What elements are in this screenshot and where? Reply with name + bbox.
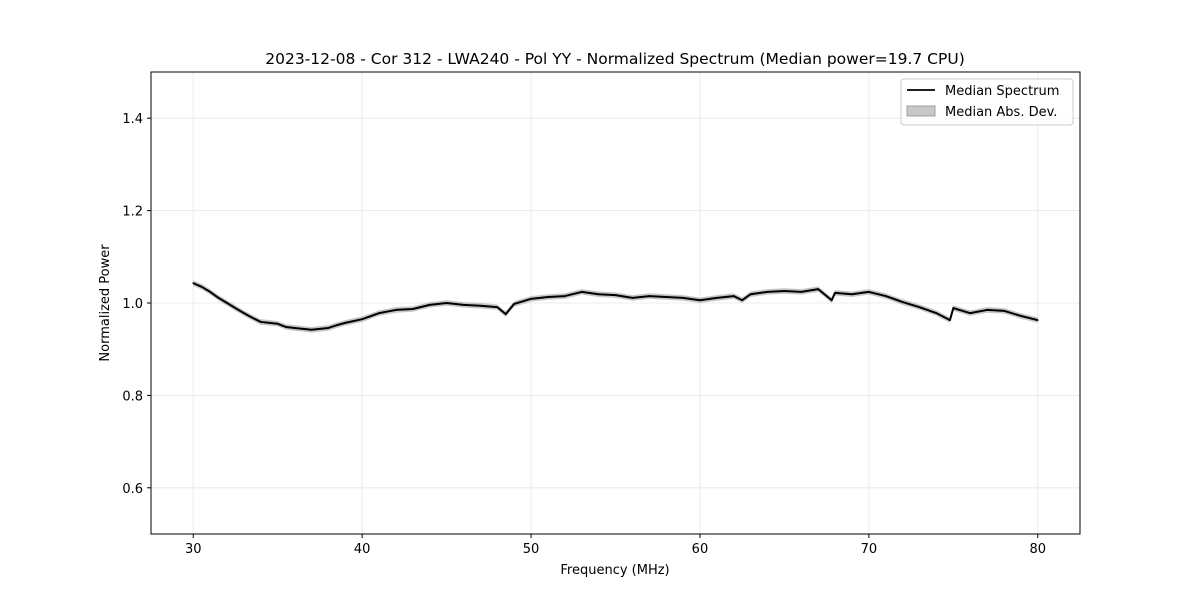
- data-point: [884, 295, 887, 297]
- y-tick-label: 1.0: [122, 297, 143, 312]
- data-point: [868, 291, 870, 293]
- data-point: [918, 306, 921, 308]
- data-point: [817, 288, 819, 290]
- data-point: [1003, 310, 1005, 312]
- data-point: [327, 327, 330, 329]
- legend: Median Spectrum Median Abs. Dev.: [900, 78, 1074, 126]
- data-point: [412, 308, 414, 310]
- data-point: [901, 301, 904, 303]
- y-axis-label: Normalized Power: [98, 244, 113, 362]
- data-point: [462, 304, 465, 306]
- data-point: [969, 312, 972, 314]
- data-point: [949, 319, 951, 321]
- data-point: [699, 299, 701, 302]
- legend-band-swatch: [906, 105, 936, 117]
- data-point: [766, 291, 769, 293]
- data-point: [344, 322, 347, 324]
- data-point: [547, 296, 549, 298]
- data-point: [192, 282, 195, 284]
- y-tick-label: 0.6: [122, 482, 143, 497]
- y-tick-label: 1.4: [122, 112, 143, 127]
- y-tick-label: 0.8: [122, 389, 143, 404]
- data-point: [209, 291, 211, 293]
- data-point: [395, 309, 397, 311]
- data-point: [851, 293, 853, 296]
- data-point: [716, 297, 718, 299]
- data-point: [631, 297, 634, 299]
- data-point: [226, 302, 228, 304]
- x-tick-label: 40: [354, 542, 371, 557]
- data-point: [665, 296, 667, 298]
- data-point: [496, 306, 499, 308]
- median-spectrum-line: [192, 282, 1039, 331]
- data-point: [614, 294, 617, 296]
- data-point: [259, 321, 262, 323]
- data-point: [986, 309, 988, 311]
- data-point: [648, 295, 651, 297]
- x-tick-label: 60: [692, 542, 709, 557]
- data-point: [732, 295, 735, 297]
- data-point: [200, 286, 203, 288]
- data-point: [310, 328, 313, 331]
- x-tick-label: 50: [523, 542, 540, 557]
- data-point: [251, 316, 254, 319]
- legend-label-median: Median Spectrum: [945, 84, 1059, 99]
- ticks: 30 40 50 60 70 80 0.6 0.8 1.0 1.2 1.4: [122, 112, 1046, 557]
- x-tick-label: 80: [1029, 542, 1046, 557]
- data-point: [741, 299, 743, 302]
- data-point: [504, 313, 507, 315]
- data-point: [479, 304, 482, 307]
- data-point: [302, 328, 304, 330]
- data-point: [564, 295, 566, 297]
- data-point: [234, 307, 237, 309]
- data-point: [597, 293, 600, 296]
- data-point: [513, 303, 515, 305]
- data-point: [935, 312, 938, 314]
- data-point: [749, 293, 752, 296]
- data-point: [682, 297, 684, 299]
- data-point: [1036, 319, 1039, 321]
- x-tick-label: 30: [185, 542, 202, 557]
- data-point: [952, 307, 955, 309]
- x-axis-label: Frequency (MHz): [560, 563, 669, 578]
- plot-area: [192, 280, 1039, 333]
- data-point: [1020, 315, 1022, 317]
- data-point: [361, 318, 363, 320]
- data-point: [580, 291, 583, 293]
- data-point: [834, 292, 836, 294]
- chart-title: 2023-12-08 - Cor 312 - LWA240 - Pol YY -…: [265, 50, 965, 68]
- legend-label-mad: Median Abs. Dev.: [945, 105, 1057, 120]
- grid: [151, 72, 1080, 534]
- data-point: [530, 298, 532, 300]
- x-tick-label: 70: [861, 542, 878, 557]
- y-tick-label: 1.2: [122, 205, 143, 220]
- data-point: [276, 322, 279, 325]
- data-point: [336, 324, 338, 326]
- data-point: [378, 312, 380, 314]
- data-point: [293, 327, 296, 329]
- mad-band: [193, 280, 1038, 333]
- data-point: [217, 297, 220, 299]
- data-point: [285, 326, 287, 328]
- data-point: [243, 312, 245, 314]
- data-point: [445, 302, 448, 304]
- data-point: [428, 304, 431, 306]
- data-point: [830, 299, 833, 302]
- legend-frame: [900, 78, 1074, 126]
- data-point: [800, 291, 803, 293]
- data-point: [783, 290, 786, 292]
